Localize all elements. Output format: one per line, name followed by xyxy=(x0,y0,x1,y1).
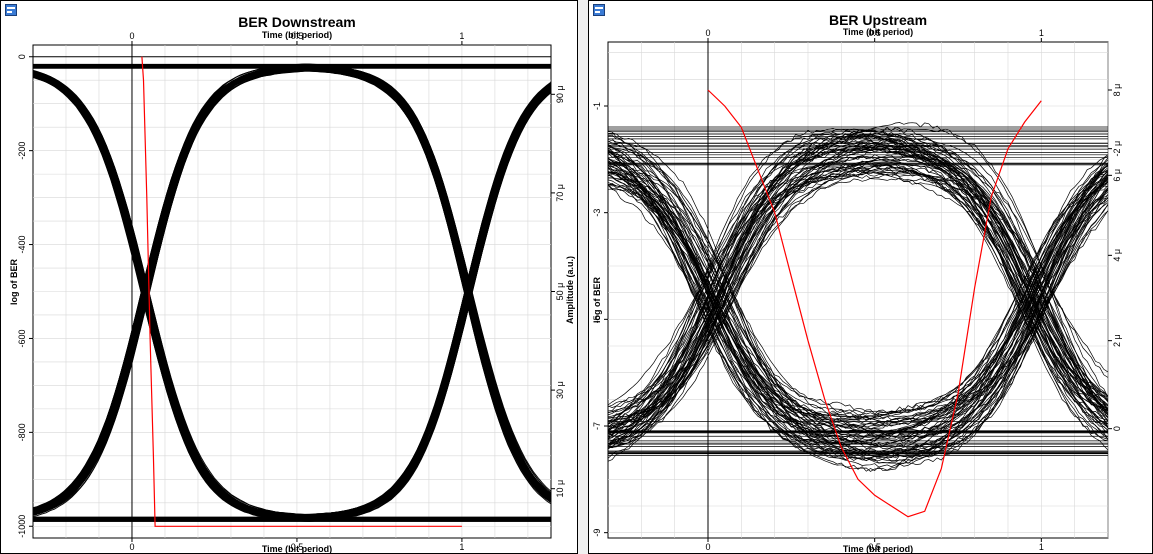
y-axis-label-left: log of BER xyxy=(9,259,19,305)
ber-downstream-panel: BER Downstream Time (bit period) Time (b… xyxy=(0,0,578,554)
y-tick-label-left: -9 xyxy=(592,529,602,537)
y-tick-label-right: 70 μ xyxy=(555,184,565,202)
y-tick-label-left: 0 xyxy=(17,54,27,59)
y-tick-label-right: 30 μ xyxy=(555,381,565,399)
y-tick-label-left: -600 xyxy=(17,329,27,347)
x-tick-label-bottom: 1 xyxy=(459,542,464,552)
y-tick-label-left: -7 xyxy=(592,422,602,430)
y-tick-label-left: -400 xyxy=(17,236,27,254)
chart-title: BER Downstream xyxy=(238,14,355,30)
y-tick-label-right: 90 μ xyxy=(555,85,565,103)
y-tick-label-left: -200 xyxy=(17,142,27,160)
ber-upstream-chart: BER Upstream Time (bit period) Time (bit… xyxy=(588,0,1153,554)
y-tick-label-right: 8 μ xyxy=(1112,84,1122,97)
ber-upstream-panel: BER Upstream Time (bit period) Time (bit… xyxy=(588,0,1153,554)
y-tick-label-right: 10 μ xyxy=(555,480,565,498)
y-tick-label-left: -5 xyxy=(592,315,602,323)
x-tick-label-bottom: 0 xyxy=(129,542,134,552)
x-tick-label-top: 0.5 xyxy=(868,28,881,38)
y-tick-label-right: 4 μ xyxy=(1112,249,1122,262)
x-tick-label-bottom: 0 xyxy=(705,542,710,552)
y-tick-label-left: -800 xyxy=(17,423,27,441)
x-tick-label-bottom: 0.5 xyxy=(291,542,304,552)
y-tick-label-right: 6 μ xyxy=(1112,169,1122,182)
y-tick-label-right: 2 μ xyxy=(1112,334,1122,347)
plot-area: 0 0 0.5 0.5 1 1 0 -200 -400 -600 -800 -1000 10 μ 30 μ… xyxy=(17,31,565,552)
x-tick-label-bottom: 1 xyxy=(1039,542,1044,552)
x-tick-label-bottom: 0.5 xyxy=(868,542,881,552)
x-tick-label-top: 1 xyxy=(459,31,464,41)
chart-title: BER Upstream xyxy=(829,12,927,28)
chart-window-icon[interactable] xyxy=(593,4,605,16)
y-tick-label-left: -1 xyxy=(592,102,602,110)
panel-divider xyxy=(578,0,588,554)
x-tick-label-top: 1 xyxy=(1039,28,1044,38)
y-tick-label-right: -2 μ xyxy=(1112,141,1122,157)
y-tick-label-right: 0 xyxy=(1112,426,1122,431)
y-tick-label-right: 50 μ xyxy=(555,283,565,301)
x-tick-label-top: 0 xyxy=(705,28,710,38)
chart-window-icon[interactable] xyxy=(5,4,17,16)
y-tick-label-left: -3 xyxy=(592,209,602,217)
ber-downstream-chart: BER Downstream Time (bit period) Time (b… xyxy=(0,0,578,554)
y-axis-label-right: Amplitude (a.u.) xyxy=(565,256,575,324)
x-tick-label-top: 0 xyxy=(129,31,134,41)
plot-area: 0 0 0.5 0.5 1 1 -1 -3 -5 -7 -9 -2 μ 0 2 μ 4 μ 6 μ 8 μ xyxy=(592,28,1122,552)
x-tick-label-top: 0.5 xyxy=(291,31,304,41)
y-tick-label-left: -1000 xyxy=(17,515,27,538)
